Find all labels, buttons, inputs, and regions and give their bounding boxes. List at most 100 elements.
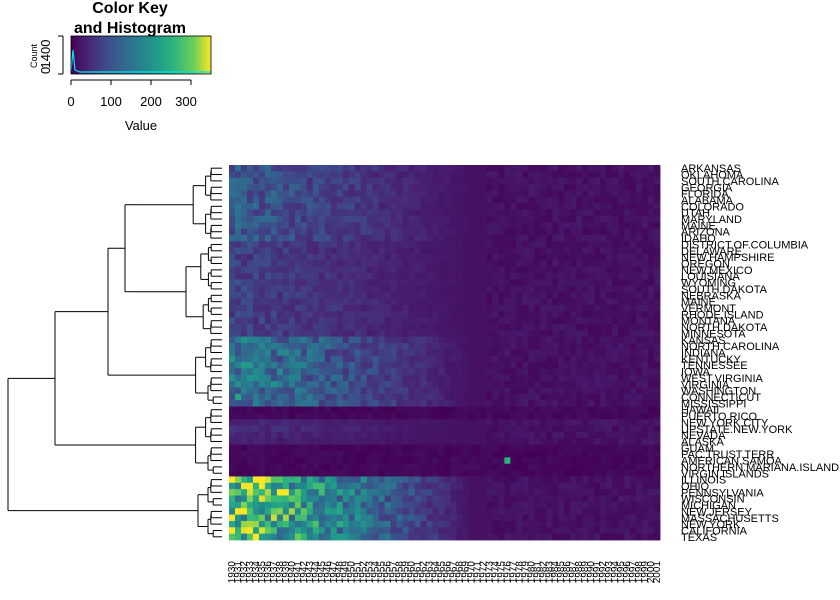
heatmap-cell — [414, 317, 421, 325]
heatmap-cell — [618, 336, 625, 344]
heatmap-cell — [366, 387, 374, 395]
heatmap-cell — [492, 304, 499, 312]
row-label: DISTRICT.OF.COLUMBIA — [681, 239, 809, 251]
heatmap-cell — [642, 311, 649, 318]
heatmap-cell — [462, 431, 469, 439]
heatmap-cell — [558, 381, 565, 388]
heatmap-cell — [486, 171, 493, 179]
heatmap-cell — [300, 431, 308, 439]
heatmap-cell — [378, 298, 386, 306]
heatmap-cell — [378, 412, 386, 420]
heatmap-cell — [330, 336, 338, 344]
heatmap-cell — [636, 228, 643, 236]
heatmap-cell — [528, 476, 535, 484]
heatmap-cell — [456, 253, 463, 261]
heatmap-cell — [486, 527, 493, 535]
heatmap-cell — [438, 520, 445, 528]
heatmap-cell — [492, 292, 499, 299]
heatmap-cell — [600, 438, 607, 446]
heatmap-cell — [318, 482, 326, 490]
heatmap-cell — [522, 241, 529, 249]
heatmap-cell — [612, 495, 619, 503]
heatmap-cell — [540, 349, 547, 357]
heatmap-cell — [229, 533, 236, 541]
heatmap-cell — [492, 285, 499, 293]
heatmap-cell — [534, 444, 541, 452]
heatmap-cell — [642, 425, 649, 433]
heatmap-cell — [444, 342, 451, 350]
heatmap-cell — [576, 400, 583, 407]
heatmap-cell — [636, 438, 643, 446]
heatmap-cell — [300, 349, 308, 357]
heatmap-cell — [408, 362, 415, 369]
heatmap-cell — [282, 489, 290, 496]
heatmap-cell — [552, 438, 559, 446]
heatmap-cell — [234, 260, 242, 268]
heatmap-cell — [480, 203, 487, 210]
heatmap-cell — [522, 165, 529, 172]
heatmap-cell — [576, 177, 583, 185]
heatmap-cell — [294, 203, 302, 210]
heatmap-cell — [444, 501, 451, 509]
heatmap-cell — [264, 266, 272, 274]
heatmap-cell — [354, 514, 362, 522]
heatmap-cell — [642, 298, 649, 306]
heatmap-cell — [588, 292, 595, 299]
heatmap-cell — [426, 279, 433, 287]
heatmap-cell — [240, 438, 248, 446]
heatmap-cell — [594, 444, 601, 452]
heatmap-cell — [648, 387, 655, 395]
heatmap-cell — [588, 470, 595, 477]
heatmap-cell — [546, 476, 553, 484]
heatmap-cell — [366, 514, 374, 522]
heatmap-cell — [408, 451, 415, 458]
heatmap-cell — [348, 165, 356, 172]
heatmap-cell — [324, 355, 332, 363]
heatmap-cell — [378, 241, 386, 249]
heatmap-cell — [336, 292, 344, 299]
heatmap-cell — [300, 501, 308, 509]
heatmap-cell — [342, 457, 350, 465]
heatmap-cell — [252, 431, 260, 439]
heatmap-cell — [414, 222, 421, 229]
heatmap-cell — [516, 260, 523, 268]
heatmap-cell — [648, 527, 655, 535]
heatmap-cell — [354, 387, 362, 395]
heatmap-cell — [570, 355, 577, 363]
heatmap-cell — [252, 400, 260, 407]
heatmap-cell — [594, 349, 601, 357]
heatmap-cell — [354, 482, 362, 490]
heatmap-cell — [372, 514, 380, 522]
heatmap-cell — [258, 241, 266, 249]
heatmap-cell — [606, 438, 613, 446]
heatmap-cell — [306, 444, 314, 452]
heatmap-cell — [582, 381, 589, 388]
heatmap-cell — [462, 438, 469, 446]
heatmap-cell — [654, 425, 661, 433]
heatmap-cell — [624, 400, 631, 407]
heatmap-cell — [366, 501, 374, 509]
heatmap-cell — [312, 171, 320, 179]
heatmap-cell — [270, 241, 278, 249]
heatmap-cell — [432, 520, 439, 528]
heatmap-cell — [462, 444, 469, 452]
heatmap-cell — [516, 317, 523, 325]
heatmap-cell — [654, 451, 661, 458]
heatmap-cell — [468, 482, 475, 490]
heatmap-cell — [570, 508, 577, 515]
column-label: 1979 — [520, 561, 531, 584]
heatmap-cell — [354, 285, 362, 293]
heatmap-cell — [432, 323, 439, 331]
heatmap-cell — [612, 349, 619, 357]
heatmap-cell — [246, 304, 254, 312]
heatmap-cell — [276, 285, 284, 293]
heatmap-cell — [654, 304, 661, 312]
heatmap-cell — [474, 241, 481, 249]
heatmap-cell — [552, 184, 559, 191]
heatmap-cell — [366, 190, 374, 198]
heatmap-cell — [630, 425, 637, 433]
column-label: 1990 — [586, 561, 597, 584]
heatmap-cell — [390, 470, 398, 477]
heatmap-cell — [492, 330, 499, 338]
heatmap-cell — [444, 292, 451, 299]
